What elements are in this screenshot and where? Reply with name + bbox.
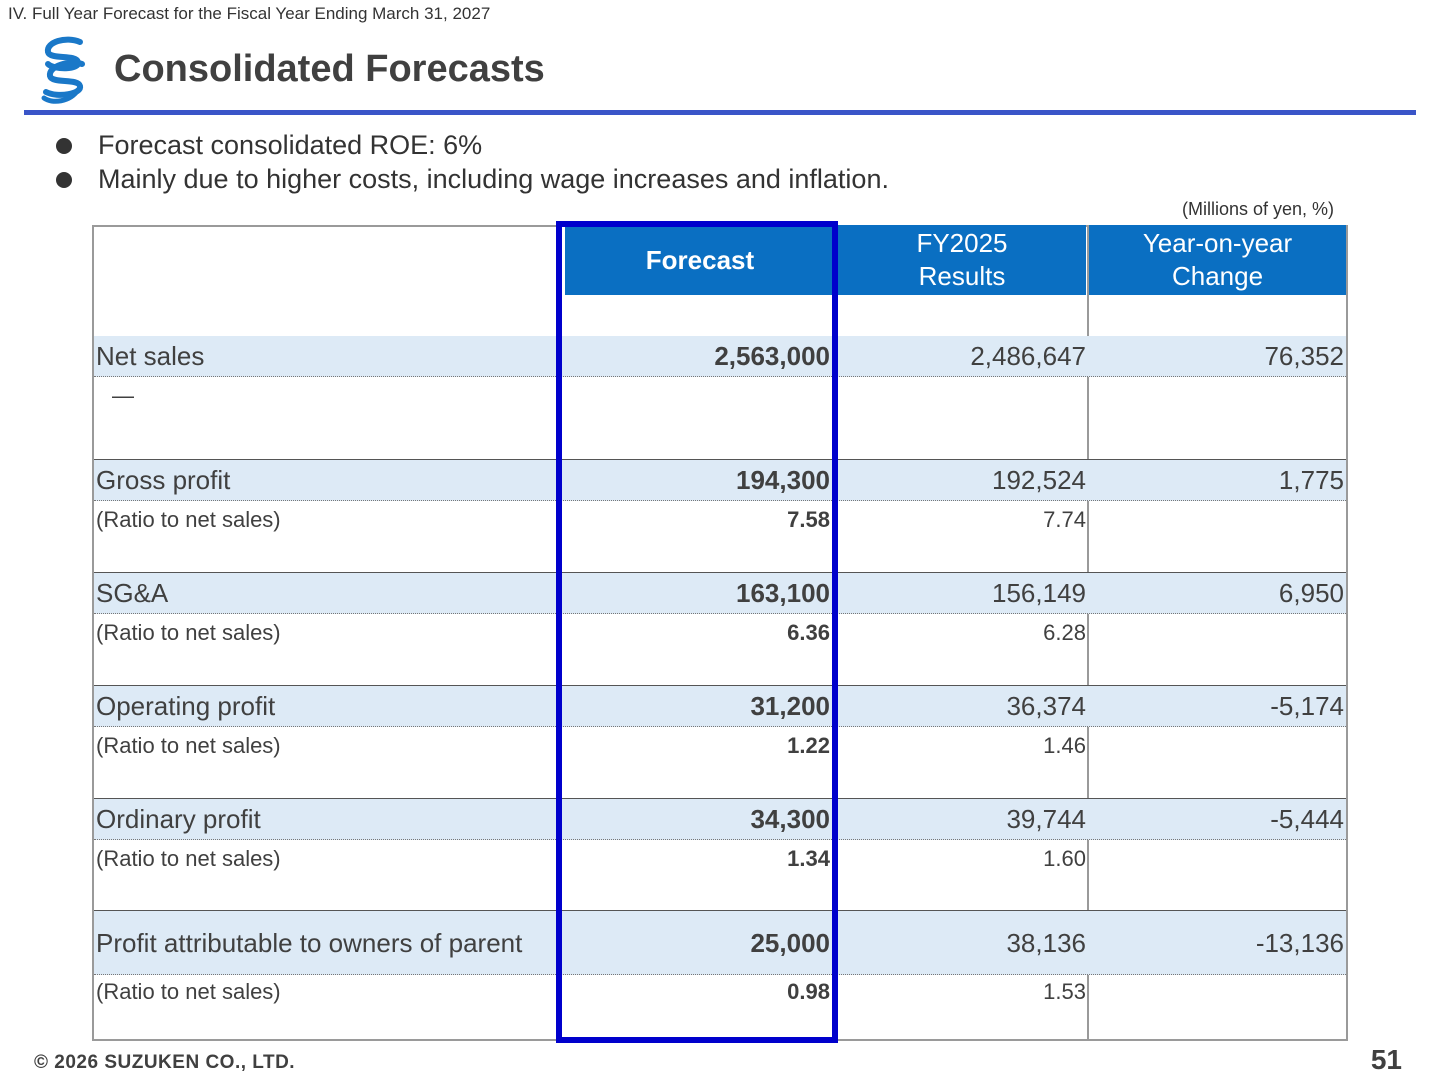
table-subrow: (Ratio to net sales) 1.22 1.46 [94,727,1346,765]
copyright-footer: © 2026 SUZUKEN CO., LTD. [34,1052,296,1073]
bullet-item: Forecast consolidated ROE: 6% [52,128,889,162]
subrow-label: (Ratio to net sales) [96,846,281,871]
fy2025-ratio: 6.28 [1043,620,1086,645]
table-subrow: (Ratio to net sales) 7.58 7.74 [94,501,1346,539]
fy2025-value: 156,149 [992,578,1086,608]
subrow-label: (Ratio to net sales) [96,507,281,532]
table-subrow: (Ratio to net sales) 0.98 1.53 [94,973,1346,1011]
subrow-label: (Ratio to net sales) [96,620,281,645]
row-label: Operating profit [96,691,276,721]
header-yoy: Year-on-year Change [1089,225,1346,295]
yoy-value: -5,174 [1270,691,1344,721]
forecast-value: 31,200 [750,691,830,721]
fy2025-value: 39,744 [1006,804,1086,834]
header-fy2025: FY2025 Results [838,225,1086,295]
forecast-column-highlight [556,221,838,1043]
fy2025-value: 2,486,647 [970,341,1086,371]
yoy-value: 6,950 [1278,578,1344,608]
bullet-list: Forecast consolidated ROE: 6% Mainly due… [52,128,889,196]
group-divider [94,459,1346,460]
row-label: Profit attributable to owners of parent [96,928,523,958]
company-logo-icon [41,36,85,104]
table-row: Net sales 2,563,000 2,486,647 76,352 [94,336,1346,377]
title-rule [24,110,1416,115]
bullet-text: Mainly due to higher costs, including wa… [98,164,889,194]
forecast-value: 34,300 [750,804,830,834]
table-row: SG&A 163,100 156,149 6,950 [94,573,1346,614]
section-label: IV. Full Year Forecast for the Fiscal Ye… [8,4,491,23]
fy2025-value: 36,374 [1006,691,1086,721]
header-fy2025-line1: FY2025 [916,228,1008,258]
yoy-value: 1,775 [1278,465,1344,495]
forecast-value: 194,300 [736,465,830,495]
table-subrow: (Ratio to net sales) 6.36 6.28 [94,614,1346,652]
table-row: Gross profit 194,300 192,524 1,775 [94,460,1346,501]
fy2025-value: 38,136 [1006,928,1086,958]
group-divider [94,685,1346,686]
bullet-dot-icon [56,172,72,188]
row-label: SG&A [96,578,169,608]
bullet-text: Forecast consolidated ROE: 6% [98,130,483,160]
subrow-label: (Ratio to net sales) [96,733,281,758]
row-label: Gross profit [96,465,231,495]
group-divider [94,572,1346,573]
column-divider [1087,225,1089,1041]
fy2025-value: 192,524 [992,465,1086,495]
table-subrow: (Ratio to net sales) 1.34 1.60 [94,840,1346,878]
table-row: Profit attributable to owners of parent … [94,911,1346,975]
forecast-ratio: 1.34 [787,846,830,871]
yoy-value: 76,352 [1264,341,1344,371]
group-divider [94,910,1346,911]
forecast-ratio: 1.22 [787,733,830,758]
page-title: Consolidated Forecasts [114,48,545,90]
forecast-ratio: 0.98 [787,979,830,1004]
bullet-dot-icon [56,138,72,154]
header-yoy-line1: Year-on-year [1142,228,1293,258]
forecast-value: 163,100 [736,578,830,608]
fy2025-ratio: 7.74 [1043,507,1086,532]
bullet-item: Mainly due to higher costs, including wa… [52,162,889,196]
subrow-label: — [112,383,134,408]
subrow-label: (Ratio to net sales) [96,979,281,1004]
forecast-value: 2,563,000 [714,341,830,371]
table-row: Operating profit 31,200 36,374 -5,174 [94,686,1346,727]
table-subrow: — [94,377,1346,415]
header-yoy-line2: Change [1171,261,1264,291]
forecast-value: 25,000 [750,928,830,958]
forecast-ratio: 6.36 [787,620,830,645]
fy2025-ratio: 1.46 [1043,733,1086,758]
row-label: Ordinary profit [96,804,261,834]
units-note: (Millions of yen, %) [1181,199,1334,219]
fy2025-ratio: 1.60 [1043,846,1086,871]
table-row: Ordinary profit 34,300 39,744 -5,444 [94,799,1346,840]
fy2025-ratio: 1.53 [1043,979,1086,1004]
yoy-value: -5,444 [1270,804,1344,834]
header-forecast: Forecast [565,225,835,295]
yoy-value: -13,136 [1255,928,1344,958]
header-fy2025-line2: Results [918,261,1006,291]
page-number: 51 [1370,1044,1402,1075]
forecast-ratio: 7.58 [787,507,830,532]
group-divider [94,798,1346,799]
row-label: Net sales [96,341,205,371]
